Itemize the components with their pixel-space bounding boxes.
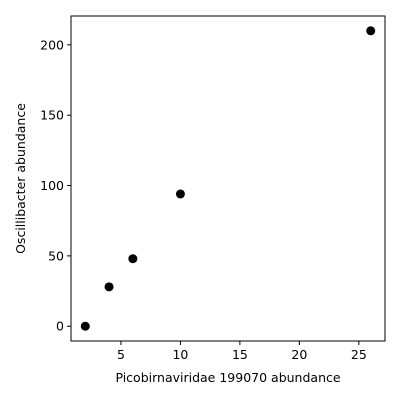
y-axis-ticks: 0 50 100 150 200 <box>40 37 71 334</box>
x-axis-ticks: 5 10 15 20 25 <box>117 341 367 362</box>
y-tick-label: 100 <box>40 178 64 193</box>
y-tick-label: 150 <box>40 108 64 123</box>
y-tick-label: 0 <box>56 319 64 334</box>
x-tick-label: 15 <box>232 347 248 362</box>
y-tick-label: 200 <box>40 37 64 52</box>
x-tick-label: 25 <box>351 347 367 362</box>
y-tick-label: 50 <box>48 248 64 263</box>
data-point <box>366 26 376 36</box>
x-tick-label: 5 <box>117 347 125 362</box>
x-tick-label: 20 <box>291 347 307 362</box>
plot-frame <box>70 15 386 342</box>
data-point <box>128 254 138 264</box>
x-tick-label: 10 <box>172 347 188 362</box>
data-point <box>104 282 114 292</box>
data-point <box>80 321 90 331</box>
y-axis-label: Oscillibacter abundance <box>13 103 28 254</box>
data-points <box>80 26 376 331</box>
data-point <box>175 189 185 199</box>
x-axis-label: Picobirnaviridae 199070 abundance <box>115 370 340 385</box>
